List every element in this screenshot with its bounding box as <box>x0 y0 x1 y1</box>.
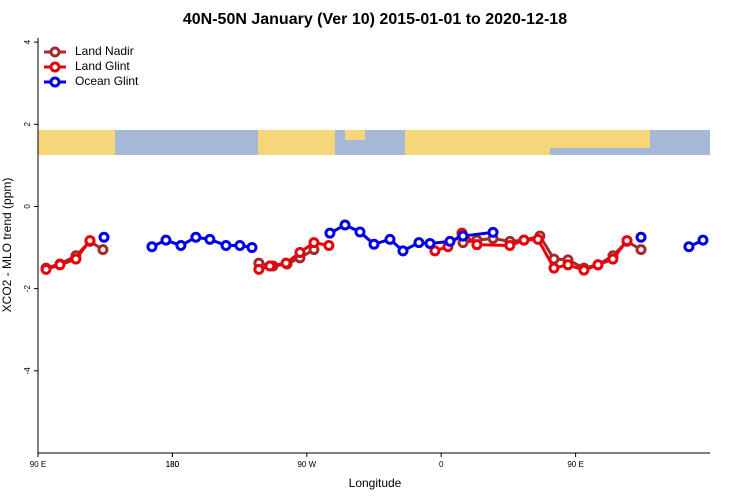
point <box>146 241 158 253</box>
point <box>354 226 366 238</box>
legend-marker <box>49 76 61 88</box>
point <box>384 233 396 245</box>
x-tick-label: 180 <box>166 460 180 469</box>
point <box>324 227 336 239</box>
point <box>635 231 647 243</box>
y-axis-label: XCO2 - MLO trend (ppm) <box>0 178 14 313</box>
point <box>54 259 66 271</box>
point <box>424 237 436 249</box>
point <box>457 230 469 242</box>
point <box>697 234 709 246</box>
point <box>175 240 187 251</box>
point <box>548 262 560 274</box>
point <box>308 237 320 249</box>
point <box>471 239 483 251</box>
point <box>397 245 409 257</box>
x-tick-label: 90 W <box>297 460 316 469</box>
point <box>413 237 425 249</box>
point <box>429 245 441 257</box>
point <box>487 226 499 238</box>
point <box>444 235 456 247</box>
legend-marker <box>49 61 61 73</box>
y-tick-label: 2 <box>23 122 32 127</box>
point <box>234 240 246 251</box>
point <box>264 260 276 272</box>
point <box>635 244 647 256</box>
legend-label: Ocean Glint <box>75 74 139 88</box>
point <box>532 233 544 245</box>
y-tick-label: -2 <box>23 285 32 293</box>
legend-marker <box>49 46 61 58</box>
point <box>592 259 604 271</box>
point <box>562 259 574 271</box>
x-tick-label: 0 <box>439 460 444 469</box>
point <box>98 231 110 243</box>
y-tick-label: -4 <box>23 367 32 375</box>
point <box>368 238 380 250</box>
x-tick-label: 90 E <box>30 460 46 469</box>
x-tick-label: 90 E <box>567 460 583 469</box>
point <box>323 240 335 251</box>
point <box>294 246 306 258</box>
point <box>97 244 109 256</box>
point <box>40 263 52 275</box>
point <box>683 241 695 253</box>
point <box>504 240 516 251</box>
point <box>280 257 292 269</box>
point <box>220 240 232 251</box>
point <box>578 264 590 276</box>
legend-label: Land Nadir <box>75 44 134 58</box>
point <box>84 235 96 247</box>
point <box>607 253 619 265</box>
point <box>190 231 202 243</box>
point <box>70 253 82 265</box>
map-band <box>38 130 710 155</box>
y-tick-label: 0 <box>23 204 32 209</box>
chart-title: 40N-50N January (Ver 10) 2015-01-01 to 2… <box>183 11 567 28</box>
point <box>160 234 172 246</box>
y-tick-label: 4 <box>23 39 32 44</box>
point <box>246 242 258 254</box>
x-tick-label: 180 <box>166 460 180 469</box>
point <box>621 235 633 247</box>
point <box>339 219 351 231</box>
point <box>518 234 530 246</box>
legend-label: Land Glint <box>75 59 130 73</box>
point <box>253 263 265 275</box>
point <box>204 233 216 245</box>
x-axis-label: Longitude <box>349 476 402 490</box>
